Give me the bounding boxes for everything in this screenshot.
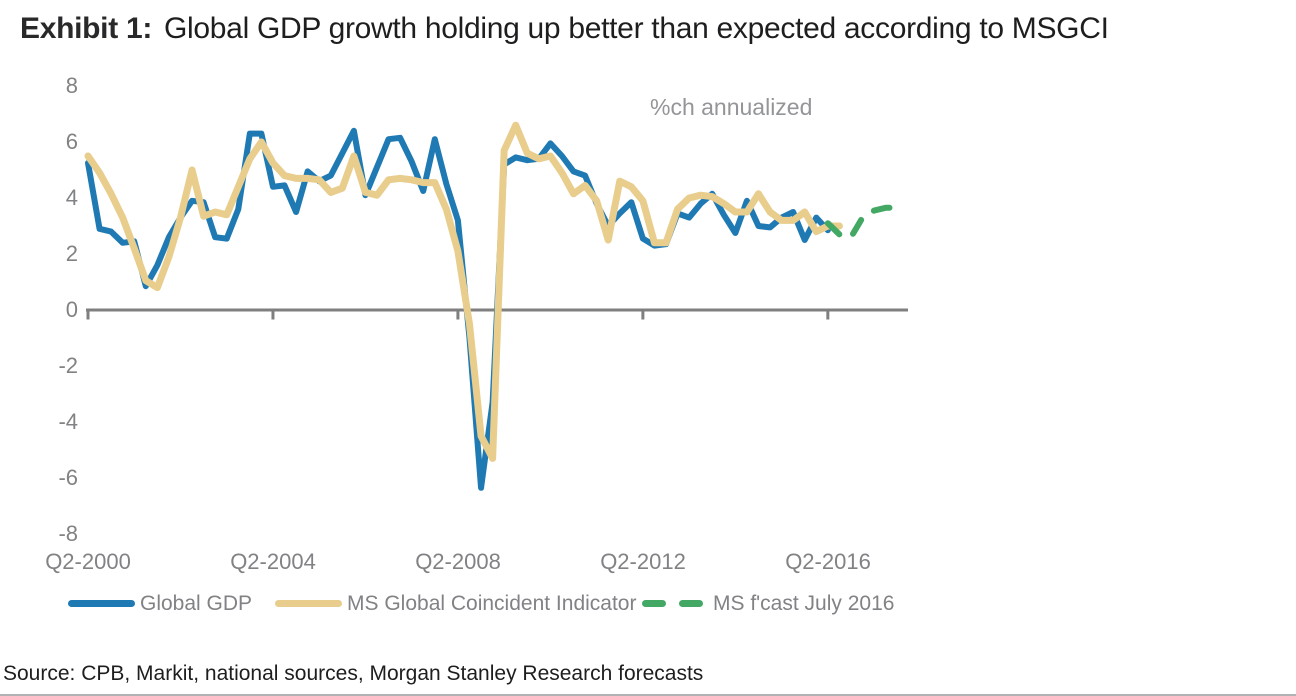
bottom-divider [0,694,1296,696]
exhibit-number: Exhibit 1: [20,12,153,45]
x-axis-ticks [86,310,830,320]
x-tick-label: Q2-2012 [600,549,686,574]
ms-forecast-line [824,204,901,241]
ms-coincident-indicator-line [84,121,843,462]
exhibit-title: Exhibit 1: Global GDP growth holding up b… [20,9,1290,49]
legend-dash-forecast [679,600,703,607]
legend-label-ms-coincident: MS Global Coincident Indicator [347,592,637,615]
x-tick-label: Q2-2000 [45,549,131,574]
legend-swatch-ms-coincident [275,600,342,607]
exhibit-title-text: Global GDP growth holding up better than… [164,12,1109,45]
x-tick-label: Q2-2004 [230,549,316,574]
legend-label-global-gdp: Global GDP [140,592,253,615]
x-tick-label: Q2-2008 [415,549,501,574]
legend-label-forecast: MS f'cast July 2016 [713,592,895,615]
legend-swatch-global-gdp [68,600,135,607]
y-tick-label: 2 [65,241,78,266]
y-tick-label: 8 [65,73,78,98]
global-gdp-line [85,127,831,491]
y-tick-label: -2 [58,353,78,378]
y-tick-label: -6 [58,465,78,490]
legend-dash-forecast [642,600,666,607]
x-tick-label: Q2-2016 [785,549,871,574]
units-annotation: %ch annualized [650,94,813,120]
chart-plot [84,121,908,491]
y-tick-label: 4 [65,185,78,210]
y-tick-label: -8 [58,521,78,546]
y-tick-label: 0 [65,297,78,322]
y-tick-label: 6 [65,129,78,154]
source-note: Source: CPB, Markit, national sources, M… [3,662,704,685]
y-tick-label: -4 [58,409,78,434]
